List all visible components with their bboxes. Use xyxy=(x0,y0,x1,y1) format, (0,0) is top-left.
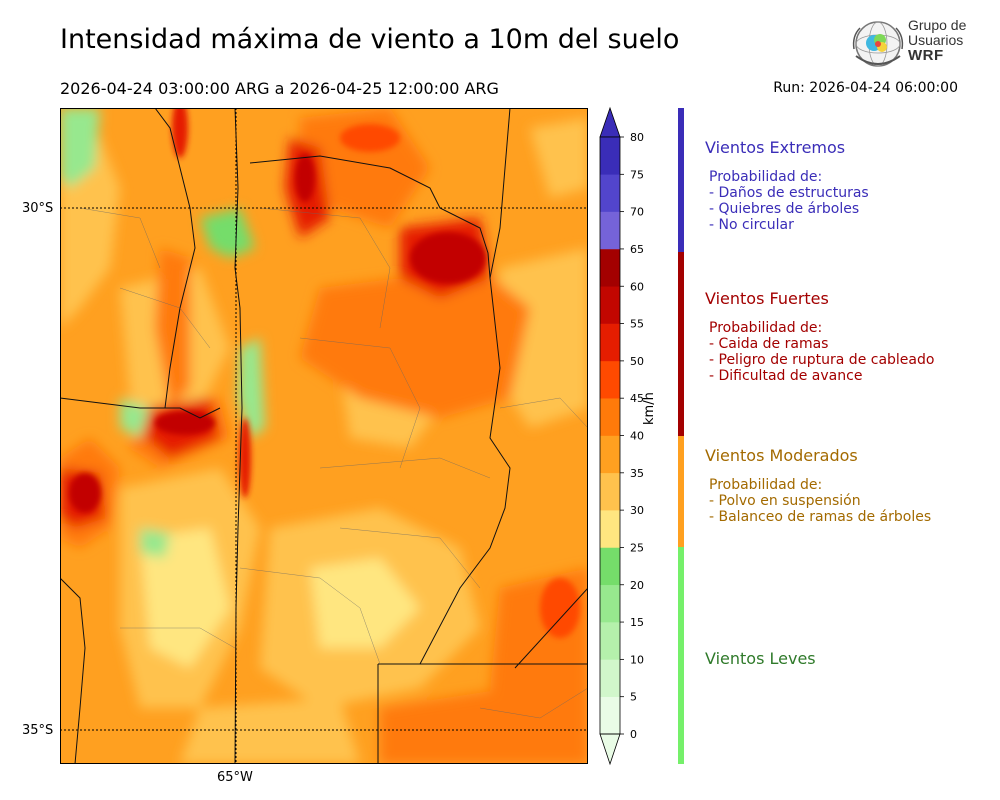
wind-category: Vientos Moderados Probabilidad de: - Polvo… xyxy=(705,446,931,525)
colorbar-segment xyxy=(600,211,620,250)
category-description-line: - Polvo en suspensión xyxy=(709,493,861,509)
wrf-logo xyxy=(848,16,978,72)
graticule xyxy=(60,108,588,764)
wind-category: Vientos Leves xyxy=(705,649,816,668)
colorbar-tick-label: 45 xyxy=(630,392,644,405)
colorbar-segment xyxy=(600,398,620,436)
colorbar-tick-label: 15 xyxy=(630,616,644,629)
colorbar-extend-max xyxy=(599,106,621,138)
colorbar-tick-label: 55 xyxy=(630,318,644,331)
colorbar-segment xyxy=(600,360,620,399)
category-description: Probabilidad de: - Caida de ramas - Peligr… xyxy=(705,320,934,384)
category-name: Vientos Leves xyxy=(705,649,816,668)
category-description-line: - Caida de ramas xyxy=(709,336,829,352)
wind-map-canvas xyxy=(60,108,588,764)
logo-line-1: Grupo de xyxy=(908,17,967,33)
lat-label: 30°S xyxy=(22,201,54,216)
colorbar-tick-label: 5 xyxy=(630,691,637,704)
colorbar-segment xyxy=(600,547,620,586)
category-description-line: Probabilidad de: xyxy=(709,320,823,336)
lon-label: 65°W xyxy=(217,770,253,785)
globe-wind-icon xyxy=(852,21,904,67)
colorbar-tick-label: 30 xyxy=(630,504,644,517)
category-name: Vientos Moderados xyxy=(705,446,858,465)
colorbar-tick-label: 20 xyxy=(630,579,644,592)
colorbar-tick-label: 60 xyxy=(630,280,644,293)
colorbar-unit: km/h xyxy=(642,392,657,425)
category-description-line: Probabilidad de: xyxy=(709,477,823,493)
colorbar-segment xyxy=(600,435,620,474)
category-bar xyxy=(678,252,684,436)
colorbar-tick-label: 10 xyxy=(630,653,644,666)
colorbar-segment xyxy=(600,174,620,212)
colorbar-tick-label: 70 xyxy=(630,206,644,219)
category-description-line: - Quiebres de árboles xyxy=(709,201,860,217)
colorbar-segment xyxy=(600,696,620,735)
colorbar-segment xyxy=(600,248,620,287)
colorbar-tick-label: 80 xyxy=(630,131,644,144)
province-borders xyxy=(60,108,588,764)
colorbar: 0 5 10 15 20 25 30 35 40 45 50 55 60 65 70 75 80 xyxy=(592,104,662,770)
colorbar-segment xyxy=(600,472,620,511)
colorbar-tick-label: 75 xyxy=(630,168,644,181)
department-borders xyxy=(79,207,588,719)
wind-map xyxy=(60,108,588,764)
category-description-line: - Dificultad de avance xyxy=(709,368,863,384)
wind-category: Vientos Extremos Probabilidad de: - Daños … xyxy=(705,138,869,233)
colorbar-tick-label: 65 xyxy=(630,243,644,256)
logo-text: Grupo de Usuarios WRF xyxy=(908,17,967,64)
colorbar-tick-label: 50 xyxy=(630,355,644,368)
forecast-period: 2026-04-24 03:00:00 ARG a 2026-04-25 12:… xyxy=(60,79,499,98)
colorbar-extend-min xyxy=(599,733,621,766)
logo-line-2: Usuarios xyxy=(908,32,964,48)
category-description: Probabilidad de: - Daños de estructuras - … xyxy=(705,169,869,233)
colorbar-segment xyxy=(600,286,620,324)
colorbar-tick-label: 35 xyxy=(630,467,644,480)
colorbar-segment xyxy=(600,584,620,623)
category-name: Vientos Extremos xyxy=(705,138,846,157)
category-description-line: - No circular xyxy=(709,217,794,233)
page-title: Intensidad máxima de viento a 10m del su… xyxy=(60,24,680,55)
category-description-line: - Daños de estructuras xyxy=(709,185,869,201)
category-bar xyxy=(678,436,684,547)
colorbar-segment xyxy=(600,510,620,548)
category-description-line: Probabilidad de: xyxy=(709,169,823,185)
colorbar-segment xyxy=(600,323,620,362)
lat-label: 35°S xyxy=(22,723,54,738)
category-description-line: - Peligro de ruptura de cableado xyxy=(709,352,935,368)
colorbar-tick-label: 0 xyxy=(630,728,637,741)
category-bar xyxy=(678,108,684,252)
colorbar-segment xyxy=(600,137,620,175)
category-description: Probabilidad de: - Polvo en suspensión - B… xyxy=(705,477,931,525)
category-name: Vientos Fuertes xyxy=(705,289,829,308)
colorbar-segment xyxy=(600,659,620,697)
wind-field-peaks xyxy=(69,108,580,638)
colorbar-segment xyxy=(600,622,620,660)
map-frame xyxy=(60,108,588,764)
colorbar-tick-label: 40 xyxy=(630,430,644,443)
colorbar-canvas: 0 5 10 15 20 25 30 35 40 45 50 55 60 65 70 75 80 xyxy=(599,106,644,766)
wind-category: Vientos Fuertes Probabilidad de: - Caida d… xyxy=(705,289,934,384)
logo-line-3: WRF xyxy=(908,47,944,64)
category-bar xyxy=(678,547,684,764)
colorbar-tick-label: 25 xyxy=(630,541,644,554)
run-time: Run: 2026-04-24 06:00:00 xyxy=(773,80,958,96)
category-description-line: - Balanceo de ramas de árboles xyxy=(709,509,932,525)
